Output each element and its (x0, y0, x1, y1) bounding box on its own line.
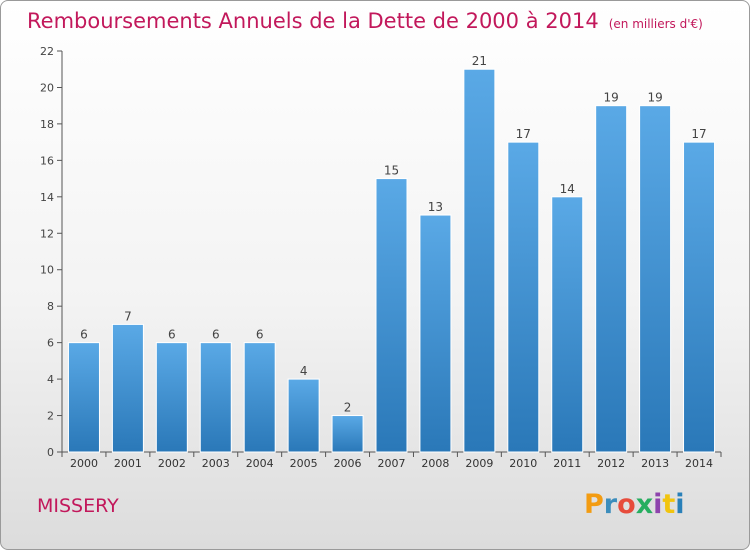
logo-letter: x (635, 489, 654, 520)
bar (463, 68, 496, 453)
x-tick-label: 2009 (465, 457, 493, 470)
bar (199, 342, 232, 453)
chart-bars: 6 7 6 6 6 4 2 15 13 21 17 14 19 19 17 (67, 54, 716, 453)
y-tick-label: 18 (40, 118, 54, 131)
bar-value-label: 13 (428, 200, 443, 214)
bar (419, 214, 452, 453)
logo-letter: o (617, 489, 636, 520)
bar-value-label: 6 (212, 328, 220, 342)
x-tick-label: 2014 (685, 457, 713, 470)
y-tick-label: 16 (40, 154, 54, 167)
bar (551, 196, 584, 453)
bar (683, 141, 716, 453)
y-tick-label: 12 (40, 227, 54, 240)
x-tick-label: 2011 (553, 457, 581, 470)
bar (243, 342, 276, 453)
chart-subtitle: (en milliers d'€) (608, 17, 703, 31)
bar (67, 342, 100, 453)
y-tick-label: 14 (40, 191, 54, 204)
logo-letter: i (675, 489, 685, 520)
x-tick-label: 2002 (158, 457, 186, 470)
bar-value-label: 19 (647, 91, 662, 105)
bar-value-label: 17 (516, 127, 531, 141)
bar-value-label: 7 (124, 309, 132, 323)
chart-title-text: Remboursements Annuels de la Dette de 20… (27, 9, 599, 33)
chart-title: Remboursements Annuels de la Dette de 20… (27, 9, 703, 33)
chart-axes: 0 2 4 6 8 10 12 14 16 18 20 22 2000 2001 2002 2003 2004 2… (40, 45, 722, 470)
y-tick-label: 22 (40, 45, 54, 58)
bar-value-label: 6 (256, 328, 264, 342)
x-tick-label: 2005 (290, 457, 318, 470)
bar-value-label: 2 (344, 401, 352, 415)
bar (375, 178, 408, 453)
commune-name: MISSERY (37, 495, 119, 517)
bar (595, 105, 628, 453)
y-tick-label: 10 (40, 264, 54, 277)
x-tick-label: 2000 (70, 457, 98, 470)
x-tick-label: 2001 (114, 457, 142, 470)
bar (155, 342, 188, 453)
bar-value-label: 19 (604, 91, 619, 105)
x-tick-label: 2012 (597, 457, 625, 470)
bar (287, 378, 320, 453)
bar (507, 141, 540, 453)
x-tick-label: 2006 (334, 457, 362, 470)
x-tick-label: 2004 (246, 457, 274, 470)
bar-value-label: 21 (472, 54, 487, 68)
logo-letter: i (653, 489, 663, 520)
y-tick-label: 0 (47, 446, 54, 459)
bar (639, 105, 672, 453)
bar (331, 415, 364, 453)
y-tick-label: 2 (47, 410, 54, 423)
y-tick-label: 20 (40, 81, 54, 94)
bar-value-label: 6 (168, 328, 176, 342)
bar-value-label: 4 (300, 364, 308, 378)
bar-value-label: 15 (384, 164, 399, 178)
y-tick-label: 4 (47, 373, 54, 386)
x-tick-label: 2010 (509, 457, 537, 470)
x-tick-label: 2007 (378, 457, 406, 470)
bar-value-label: 17 (691, 127, 706, 141)
x-tick-label: 2013 (641, 457, 669, 470)
bar-value-label: 6 (80, 328, 88, 342)
logo-letter: t (662, 489, 676, 520)
logo-letter: r (603, 489, 618, 520)
y-tick-label: 8 (47, 300, 54, 313)
bar-value-label: 14 (560, 182, 575, 196)
bar (111, 323, 144, 453)
y-tick-label: 6 (47, 337, 54, 350)
proxiti-logo: Proxiti (584, 489, 685, 520)
x-tick-label: 2003 (202, 457, 230, 470)
x-tick-label: 2008 (421, 457, 449, 470)
logo-letter: P (584, 489, 604, 520)
